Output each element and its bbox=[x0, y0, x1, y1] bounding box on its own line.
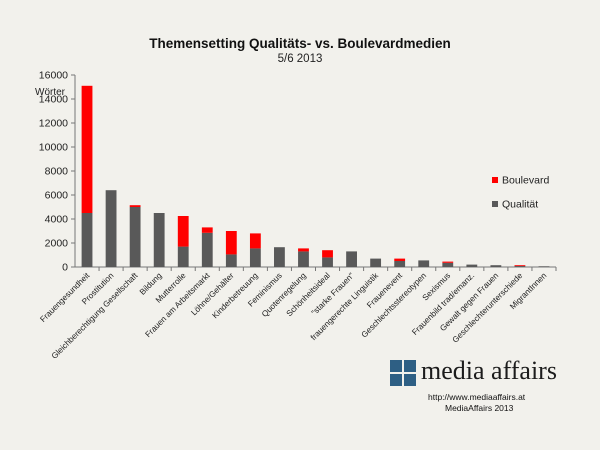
bar-qualitaet bbox=[129, 207, 141, 267]
y-tick-label: 2000 bbox=[45, 238, 69, 250]
chart-title: Themensetting Qualitäts- vs. Boulevardme… bbox=[149, 36, 451, 51]
y-tick-label: 8000 bbox=[45, 166, 69, 178]
y-axis-label: Wörter bbox=[35, 87, 66, 98]
legend-swatch bbox=[492, 201, 498, 207]
bar-boulevard bbox=[225, 231, 237, 255]
bar-qualitaet bbox=[225, 254, 237, 267]
bar-qualitaet bbox=[298, 251, 309, 267]
y-tick-label: 12000 bbox=[39, 118, 68, 130]
bar-qualitaet bbox=[177, 246, 189, 267]
bar-qualitaet bbox=[538, 266, 550, 267]
bar-qualitaet bbox=[370, 258, 382, 267]
bar-qualitaet bbox=[153, 213, 165, 267]
y-tick-label: 16000 bbox=[39, 70, 68, 82]
y-tick-label: 10000 bbox=[39, 142, 68, 154]
legend-label: Boulevard bbox=[502, 175, 549, 187]
logo-url: http://www.mediaaffairs.at bbox=[428, 392, 526, 402]
bar-qualitaet bbox=[322, 257, 333, 267]
bar-qualitaet bbox=[490, 265, 502, 267]
y-tick-label: 0 bbox=[62, 262, 68, 274]
x-tick-label: "starke Frauen" bbox=[310, 271, 356, 317]
bar-qualitaet bbox=[201, 232, 213, 267]
bar-qualitaet bbox=[249, 248, 261, 267]
bar-boulevard bbox=[394, 258, 406, 261]
bar-qualitaet bbox=[346, 251, 357, 267]
bar-boulevard bbox=[298, 248, 309, 252]
bar-boulevard bbox=[249, 233, 261, 249]
bar-qualitaet bbox=[442, 262, 454, 267]
y-tick-label: 6000 bbox=[45, 190, 69, 202]
y-tick-label: 4000 bbox=[45, 214, 69, 226]
bar-boulevard bbox=[322, 250, 333, 258]
bar-boulevard bbox=[129, 205, 141, 207]
bar-qualitaet bbox=[466, 264, 478, 267]
bar-boulevard bbox=[201, 227, 213, 233]
bar-qualitaet bbox=[394, 261, 406, 267]
bar-qualitaet bbox=[418, 260, 430, 267]
bar-qualitaet bbox=[81, 213, 93, 267]
media-affairs-logo: media affairs http://www.mediaaffairs.at… bbox=[388, 356, 578, 428]
bar-boulevard bbox=[514, 265, 526, 267]
x-tick-label: Löhne/Gehälter bbox=[189, 271, 235, 317]
logo-credit: MediaAffairs 2013 bbox=[445, 403, 514, 413]
logo-brand: media affairs bbox=[421, 356, 557, 385]
bar-boulevard bbox=[442, 261, 454, 263]
bar-boulevard bbox=[177, 216, 189, 247]
bar-qualitaet bbox=[274, 247, 285, 267]
bar-qualitaet bbox=[105, 190, 117, 267]
bar-qualitaet bbox=[514, 266, 526, 267]
bar-boulevard bbox=[81, 85, 93, 213]
legend-swatch bbox=[492, 177, 498, 183]
chart-subtitle: 5/6 2013 bbox=[277, 53, 323, 65]
logo-squares-icon bbox=[390, 360, 416, 386]
y-tick-label: 14000 bbox=[39, 94, 68, 106]
legend-label: Qualität bbox=[502, 199, 538, 211]
